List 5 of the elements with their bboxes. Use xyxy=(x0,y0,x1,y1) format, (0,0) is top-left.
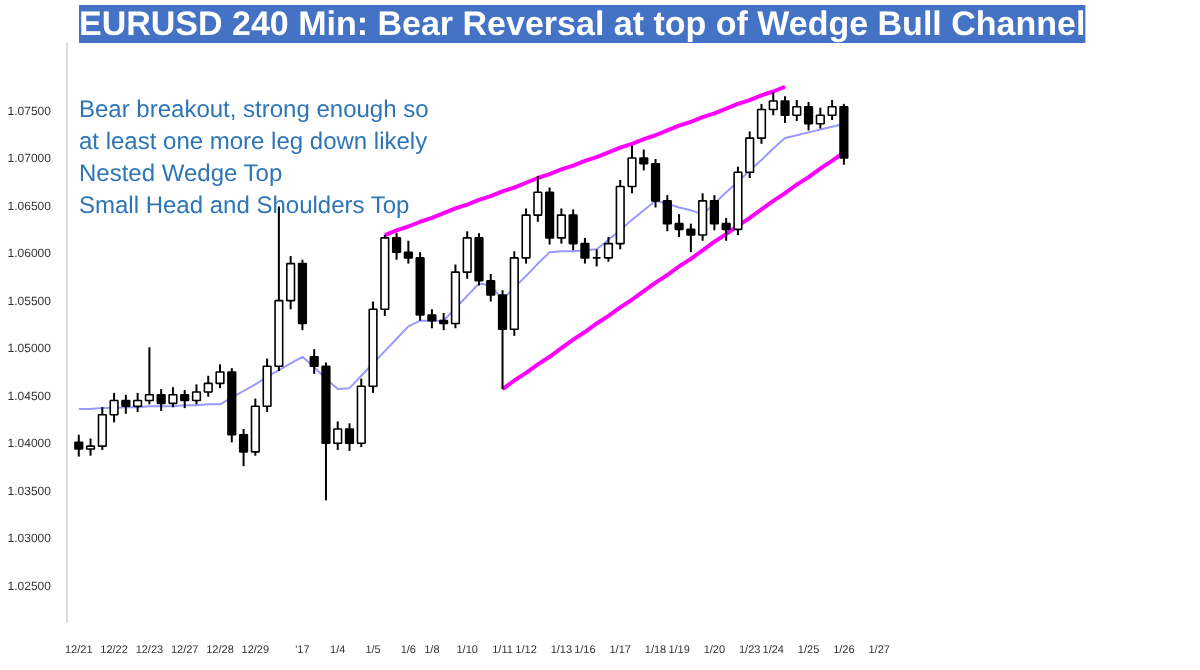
annotation: Bear breakout, strong enough so xyxy=(79,95,430,123)
annotation: Nested Wedge Top xyxy=(79,159,283,187)
chart-title: EURUSD 240 Min: Bear Reversal at top of Wedge Bull Channel xyxy=(79,5,1086,43)
annotation: Small Head and Shoulders Top xyxy=(79,191,411,219)
annotation: at least one more leg down likely xyxy=(79,127,428,155)
